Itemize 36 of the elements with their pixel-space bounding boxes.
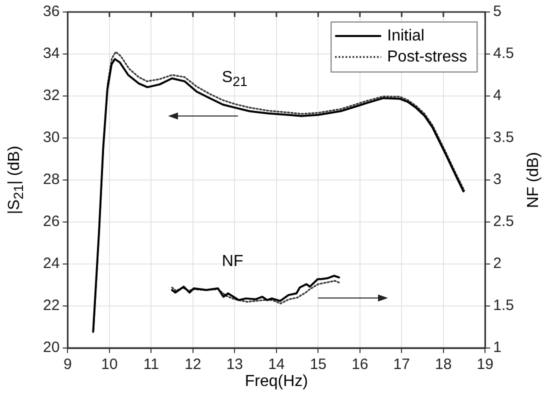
legend-label: Post-stress [387,48,468,66]
x-tick-label: 15 [310,356,327,374]
x-tick-label: 17 [393,356,410,374]
y-tick-label: 28 [42,171,60,188]
y2-tick-label: 2.5 [493,213,514,230]
y-tick-label: 36 [42,3,60,20]
y2-tick-label: 2 [493,255,502,272]
y-tick-label: 26 [42,213,60,230]
x-tick-label: 18 [435,356,452,374]
annotation: S$_{21}$ [222,69,248,90]
x-axis-title: Freq(Hz) [244,373,308,391]
y2-tick-label: 3 [493,171,502,188]
y-tick-label: 30 [42,129,60,146]
y-tick-label: 32 [42,87,60,104]
line-series [171,280,340,304]
y-tick-label: 20 [42,339,60,356]
y2-tick-label: 1.5 [493,297,514,314]
x-tick-label: 9 [64,356,72,374]
x-tick-label: 13 [226,356,244,374]
x-tick-label: 16 [352,356,368,374]
y2-axis-title: NF (dB) [525,152,543,208]
y-tick-label: 24 [42,255,60,272]
x-tick-label: 10 [101,356,118,374]
annotation: NF [222,253,244,272]
y-tick-label: 22 [42,297,60,314]
x-tick-label: 19 [476,356,494,374]
y2-tick-label: 1 [493,339,502,356]
y-tick-label: 34 [42,45,60,62]
x-tick-label: 11 [143,356,159,374]
y2-tick-label: 3.5 [493,129,514,146]
y2-tick-label: 5 [493,3,502,20]
y2-tick-label: 4.5 [493,45,514,62]
legend-label: Initial [387,27,424,44]
x-tick-label: 12 [184,356,202,374]
x-tick-label: 14 [268,356,285,374]
y2-tick-label: 4 [493,87,502,104]
